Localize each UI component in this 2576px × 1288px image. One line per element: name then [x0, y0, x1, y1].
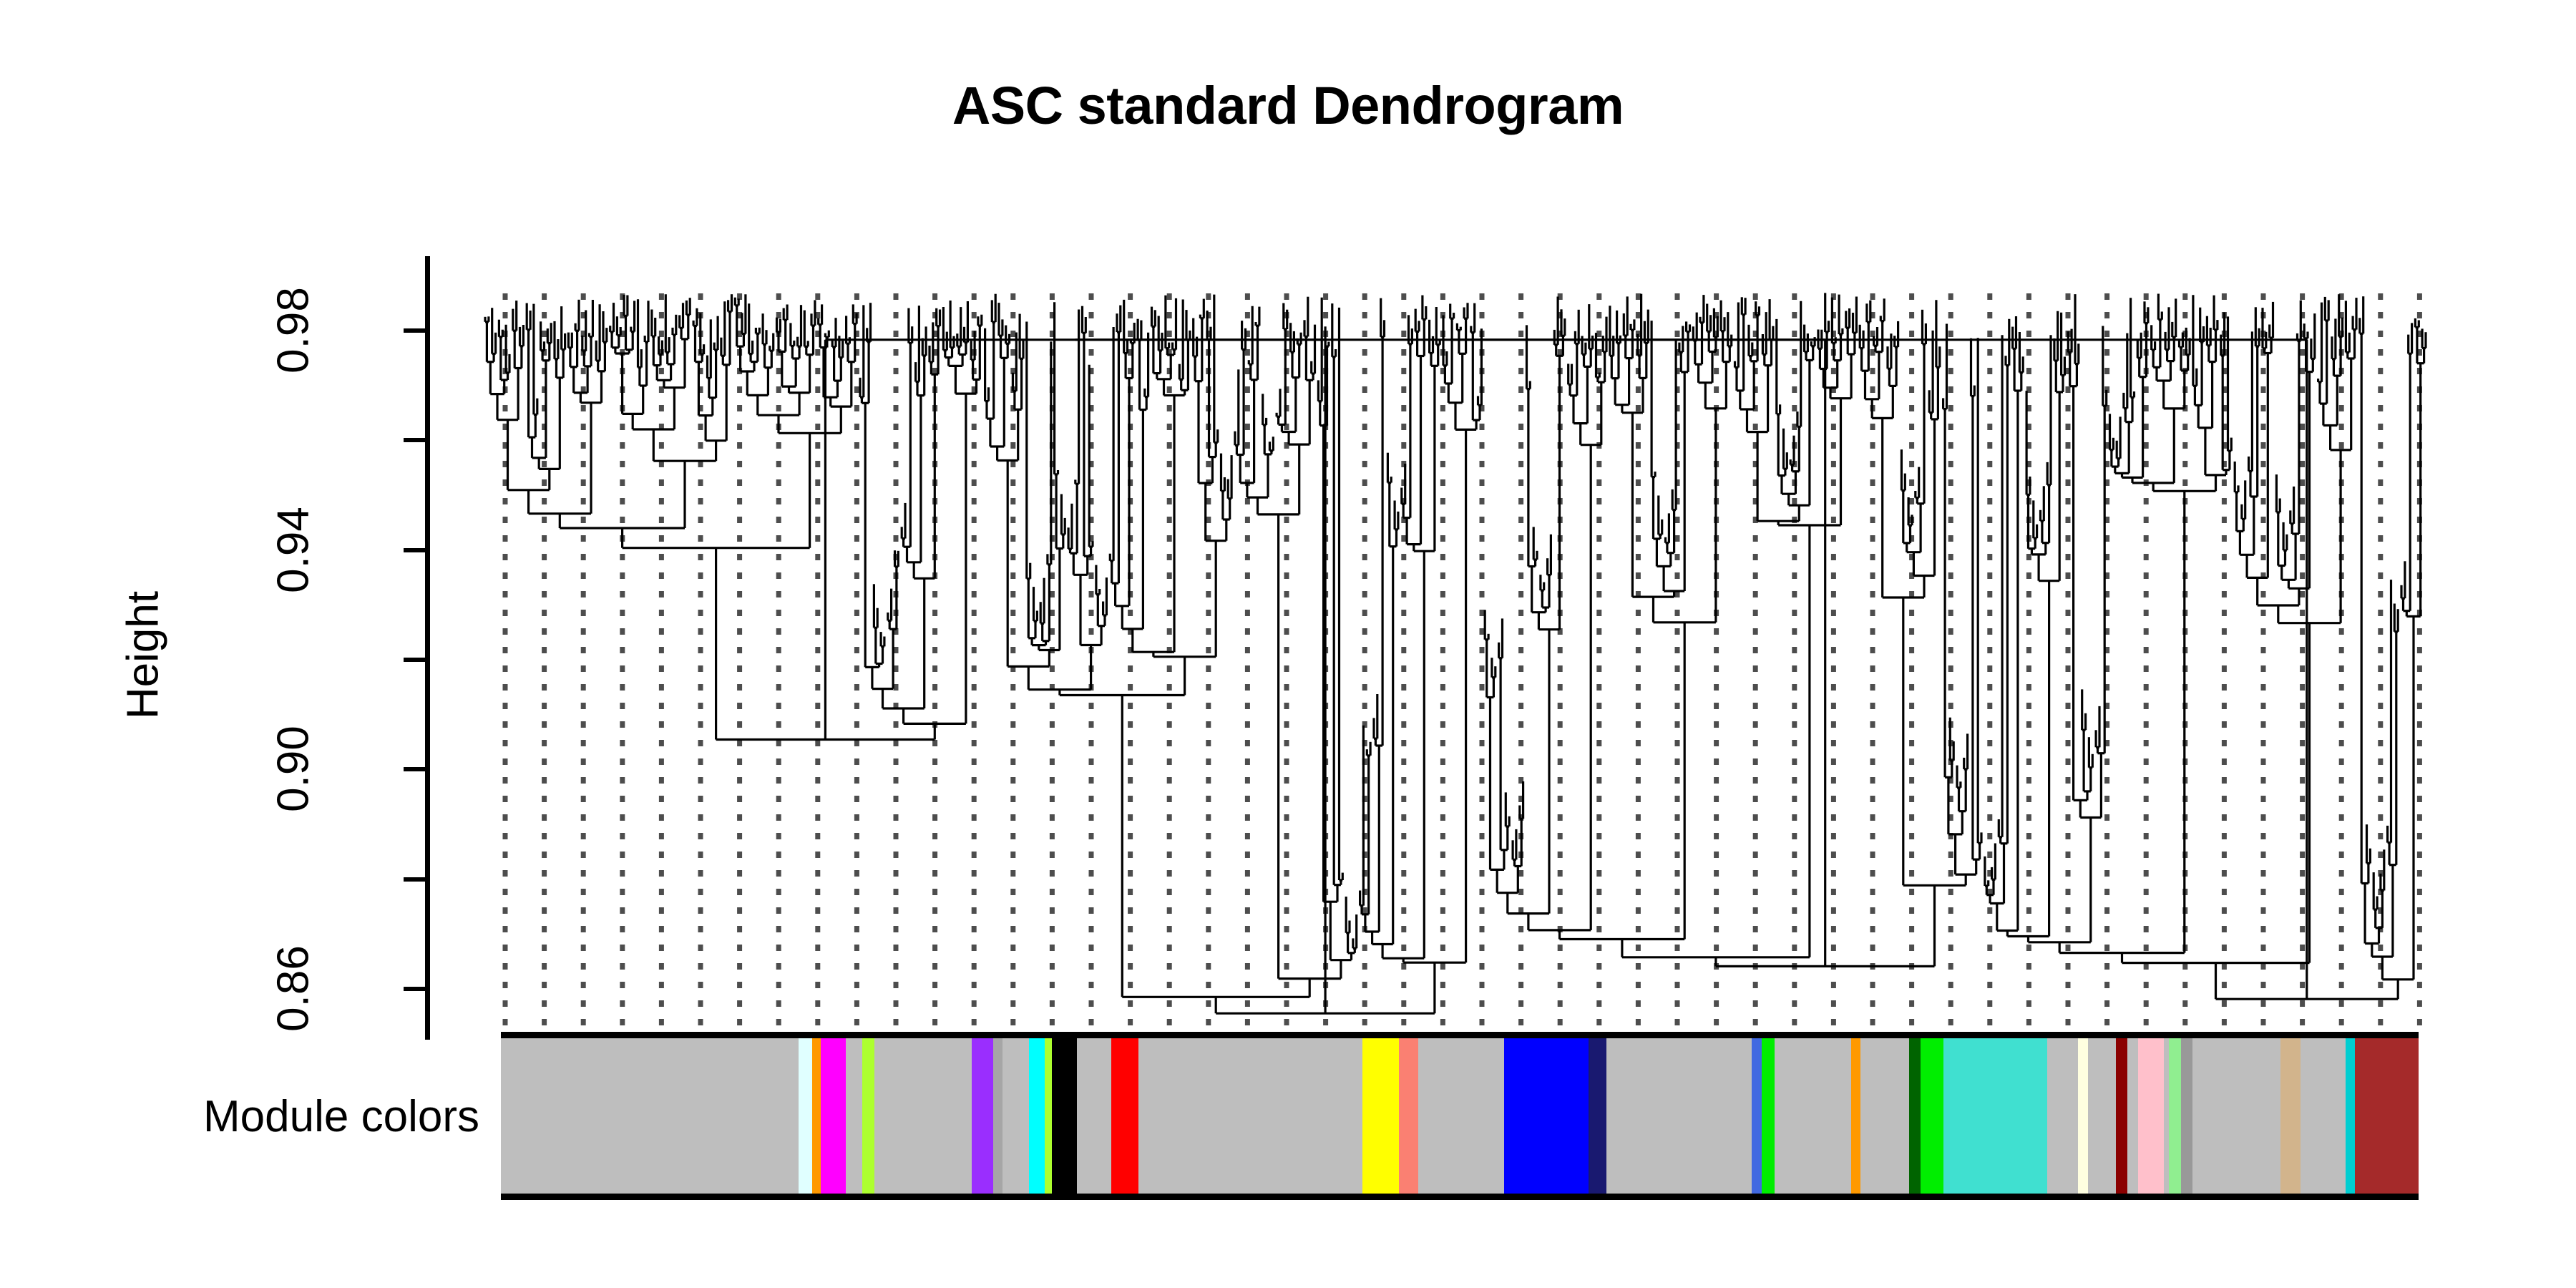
y-tick-major — [404, 767, 426, 772]
dendrogram-tree — [484, 293, 2427, 1015]
module-color-band-pink — [2137, 1038, 2165, 1194]
module-color-band-grey — [501, 1038, 799, 1194]
y-tick-major — [404, 328, 426, 333]
dendrogram-plot — [479, 256, 2433, 1036]
module-color-band-orange — [1850, 1038, 1861, 1194]
module-color-band-grey — [2164, 1038, 2170, 1194]
module-color-band-tan — [2280, 1038, 2301, 1194]
module-color-band-darkgrey — [2180, 1038, 2193, 1194]
module-color-band-grey — [1077, 1038, 1112, 1194]
module-color-band-grey — [874, 1038, 972, 1194]
y-tick-minor — [404, 657, 426, 662]
module-color-band-grey — [1138, 1038, 1363, 1194]
module-color-band-grey — [1606, 1038, 1752, 1194]
y-tick-minor — [404, 438, 426, 443]
module-colors-bar — [501, 1032, 2419, 1200]
dendrogram-svg — [484, 293, 2427, 1036]
module-color-band-purple — [971, 1038, 993, 1194]
module-color-band-black — [1051, 1038, 1078, 1194]
y-tick-label: 0.94 — [268, 506, 318, 593]
module-color-band-greenyellow — [1045, 1038, 1052, 1194]
module-color-band-grey — [2047, 1038, 2079, 1194]
y-axis-line — [425, 256, 430, 1040]
module-color-band-darkturquoise — [2345, 1038, 2355, 1194]
module-color-band-lightgreen — [2169, 1038, 2181, 1194]
module-color-band-grey — [2127, 1038, 2138, 1194]
module-color-band-grey — [1418, 1038, 1504, 1194]
module-color-band-grey — [1775, 1038, 1851, 1194]
module-color-band-darkred — [2116, 1038, 2127, 1194]
module-color-band-grey — [2087, 1038, 2117, 1194]
y-tick-major — [404, 986, 426, 991]
module-colors-label: Module colors — [203, 1092, 479, 1141]
module-color-band-grey — [2192, 1038, 2281, 1194]
module-color-band-grey — [2300, 1038, 2346, 1194]
y-tick-minor — [404, 877, 426, 882]
module-color-band-lightcyan — [798, 1038, 812, 1194]
module-color-band-brown — [2355, 1038, 2419, 1194]
y-tick-label: 0.86 — [268, 945, 318, 1032]
module-colors-bands — [501, 1038, 2419, 1194]
module-color-band-turquoise — [1943, 1038, 2048, 1194]
page-title: ASC standard Dendrogram — [952, 76, 1624, 135]
module-color-band-salmon — [1399, 1038, 1419, 1194]
module-color-band-red — [1111, 1038, 1139, 1194]
module-color-band-orange — [811, 1038, 821, 1194]
y-tick-major — [404, 547, 426, 552]
module-color-band-yellow — [1362, 1038, 1400, 1194]
module-color-band-grey — [1860, 1038, 1909, 1194]
y-axis-title: Height — [118, 590, 168, 720]
module-color-band-magenta — [821, 1038, 847, 1194]
module-color-band-lightyellow — [2078, 1038, 2088, 1194]
module-color-band-blue — [1503, 1038, 1589, 1194]
module-color-band-green — [1921, 1038, 1943, 1194]
module-color-band-midnightblue — [1589, 1038, 1607, 1194]
y-tick-label: 0.90 — [268, 726, 318, 813]
module-color-band-darkgrey — [992, 1038, 1003, 1194]
module-color-band-grey — [1002, 1038, 1030, 1194]
module-color-band-grey — [846, 1038, 862, 1194]
module-color-band-royalblue — [1751, 1038, 1762, 1194]
module-color-band-greenyellow — [862, 1038, 875, 1194]
module-color-band-green — [1762, 1038, 1775, 1194]
y-tick-label: 0.98 — [268, 287, 318, 374]
module-color-band-darkgreen — [1908, 1038, 1921, 1194]
module-color-band-cyan — [1029, 1038, 1045, 1194]
